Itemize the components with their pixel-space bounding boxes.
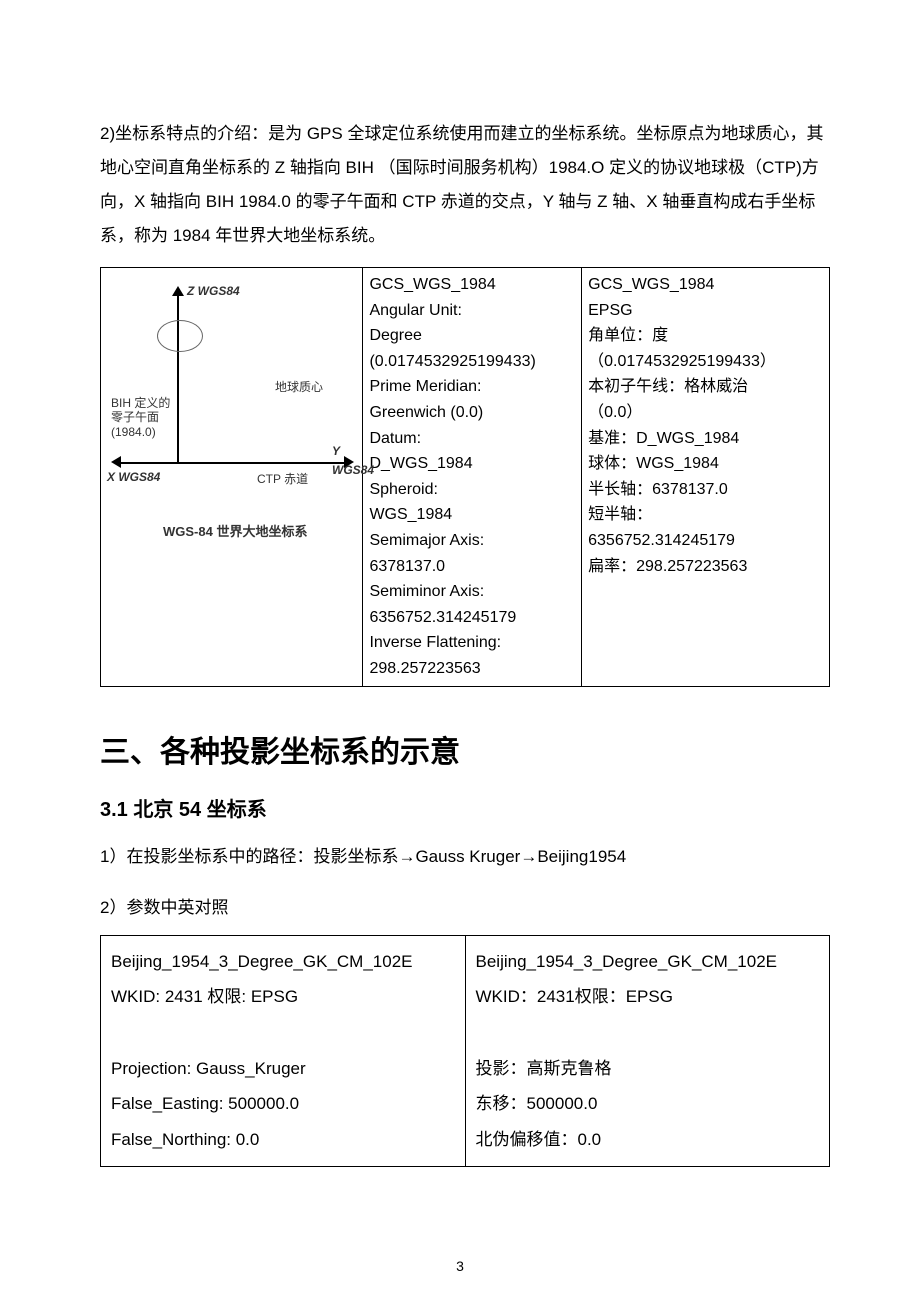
wgs84-params-en: GCS_WGS_1984 Angular Unit: Degree (0.017…: [363, 268, 582, 687]
wgs84-params-zh: GCS_WGS_1984 EPSG 角单位：度 （0.0174532925199…: [582, 268, 830, 687]
diagram-cell: Z WGS84 X WGS84 Y WGS84 CTP 赤道 地球质心 BIH …: [101, 268, 363, 687]
bih-label: BIH 定义的 零子午面 (1984.0): [111, 396, 170, 439]
z-axis-arrow-icon: [172, 286, 184, 296]
beijing54-table: Beijing_1954_3_Degree_GK_CM_102E WKID: 2…: [100, 935, 830, 1167]
xy-axis-line: [117, 462, 347, 464]
z-axis-line: [177, 292, 179, 462]
beijing54-params-zh: Beijing_1954_3_Degree_GK_CM_102E WKID：24…: [465, 935, 830, 1166]
intro-paragraph: 2)坐标系特点的介绍：是为 GPS 全球定位系统使用而建立的坐标系统。坐标原点为…: [100, 117, 830, 253]
x-axis-label: X WGS84: [107, 468, 160, 487]
z-axis-label: Z WGS84: [187, 282, 240, 301]
para-3-1-path: 1）在投影坐标系中的路径：投影坐标系→Gauss Kruger→Beijing1…: [100, 840, 830, 874]
ctp-label: CTP 赤道: [257, 470, 308, 489]
section-3-heading: 三、各种投影坐标系的示意: [100, 727, 830, 771]
page-number: 3: [0, 1258, 920, 1274]
earth-ellipse-icon: [157, 320, 203, 352]
x-axis-arrow-icon: [111, 456, 121, 468]
section-3-1-heading: 3.1 北京 54 坐标系: [100, 793, 830, 822]
para-3-1-compare: 2）参数中英对照: [100, 891, 830, 925]
beijing54-params-en: Beijing_1954_3_Degree_GK_CM_102E WKID: 2…: [101, 935, 466, 1166]
earth-center-label: 地球质心: [275, 378, 323, 397]
wgs84-diagram: Z WGS84 X WGS84 Y WGS84 CTP 赤道 地球质心 BIH …: [107, 272, 356, 592]
diagram-caption: WGS-84 世界大地坐标系: [163, 522, 307, 543]
y-axis-label: Y WGS84: [332, 442, 374, 480]
wgs84-table: Z WGS84 X WGS84 Y WGS84 CTP 赤道 地球质心 BIH …: [100, 267, 830, 687]
